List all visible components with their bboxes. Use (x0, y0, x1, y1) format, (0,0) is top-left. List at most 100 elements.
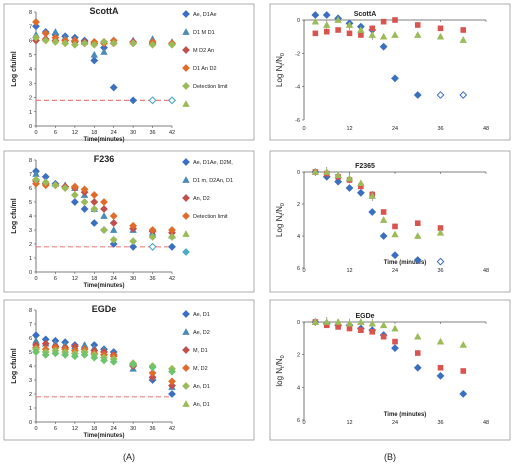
legend-label: Ae, D1 (193, 312, 210, 318)
data-point (368, 319, 376, 327)
data-point (32, 179, 40, 188)
y-tick-label: 0 (297, 320, 300, 326)
figure-label-a: (A) (123, 452, 135, 462)
data-point (437, 25, 444, 32)
data-point (335, 324, 341, 330)
data-point (414, 22, 421, 28)
data-point (311, 17, 320, 25)
y-tick-label: 1 (29, 110, 32, 116)
legend-label: An, D1 (193, 402, 210, 408)
data-point (413, 91, 422, 99)
x-tick-label: 12 (346, 126, 352, 132)
data-point (323, 318, 331, 325)
panel-border (3, 3, 255, 141)
panel-border (269, 150, 511, 293)
data-point (32, 175, 40, 184)
data-point (109, 83, 118, 92)
data-point (436, 257, 445, 266)
data-point (368, 31, 376, 38)
legend-marker (182, 400, 190, 407)
data-point (109, 219, 118, 227)
data-point (392, 338, 398, 345)
y-tick-label: 5 (29, 350, 32, 356)
data-point (414, 220, 421, 226)
data-point (368, 192, 376, 199)
data-point (380, 209, 387, 215)
legend-marker (182, 346, 190, 354)
data-point (80, 39, 89, 48)
chart-title: ScottA (90, 6, 120, 16)
data-point (70, 40, 79, 49)
data-point (129, 360, 138, 369)
data-point (413, 363, 422, 372)
data-point (436, 32, 445, 40)
y-tick-label: 1 (29, 256, 32, 262)
x-tick-label: 42 (169, 130, 175, 136)
y-tick-label: 2 (297, 202, 300, 208)
x-tick-label: 12 (72, 426, 78, 432)
data-point (129, 96, 138, 105)
panel-border (3, 299, 255, 441)
y-tick-label: 7 (29, 322, 32, 328)
legend-marker (182, 158, 190, 166)
y-tick-label: 0 (297, 18, 300, 24)
data-point (70, 182, 79, 191)
data-point (322, 11, 331, 19)
data-point (460, 27, 467, 33)
legend-marker (182, 230, 190, 237)
legend-marker (182, 82, 190, 90)
data-point (148, 242, 157, 251)
data-point (90, 191, 99, 199)
chart-title: F236 (94, 154, 115, 164)
x-tick-label: 24 (111, 130, 117, 136)
legend-label: An, D2 (193, 196, 210, 202)
x-tick-label: 0 (302, 126, 305, 132)
data-point (109, 39, 118, 48)
legend-marker (182, 100, 190, 107)
y-tick-label: 6 (29, 186, 32, 192)
data-point (436, 337, 445, 345)
y-tick-label: 0 (29, 270, 32, 276)
data-point (311, 168, 320, 175)
data-point (379, 42, 388, 51)
legend-label: An, D1 (193, 384, 210, 390)
legend-marker (182, 310, 190, 318)
x-tick-label: 6 (54, 276, 57, 282)
data-point (32, 22, 40, 31)
x-tick-label: 30 (130, 130, 136, 136)
data-point (391, 344, 399, 353)
data-point (391, 324, 399, 332)
data-point (436, 91, 445, 99)
data-point (100, 48, 108, 55)
legend-marker (182, 176, 190, 183)
y-tick-label: 4 (29, 67, 32, 73)
x-axis-label: Time(minutes) (84, 137, 125, 143)
chart-title: ScottA (354, 11, 377, 18)
data-point (358, 327, 364, 333)
data-point (90, 56, 99, 65)
data-point (334, 171, 342, 179)
data-point (90, 205, 99, 213)
figure-label-b: (B) (384, 452, 396, 462)
data-point (436, 371, 445, 380)
data-point (392, 17, 398, 23)
legend-label: Ae, D2 (193, 330, 210, 336)
x-tick-label: 42 (169, 276, 175, 282)
legend-label: D1 M D1 (193, 30, 215, 36)
legend-marker (182, 10, 190, 18)
legend-label: M D2 An (193, 48, 214, 54)
x-tick-label: 24 (392, 126, 398, 132)
data-point (357, 26, 365, 33)
data-point (80, 198, 89, 206)
data-point (100, 356, 108, 365)
x-tick-label: 18 (91, 276, 97, 282)
data-point (129, 242, 138, 251)
panel-border (269, 299, 511, 441)
x-tick-label: 48 (483, 268, 489, 274)
x-tick-label: 0 (302, 268, 305, 274)
data-point (358, 32, 364, 38)
